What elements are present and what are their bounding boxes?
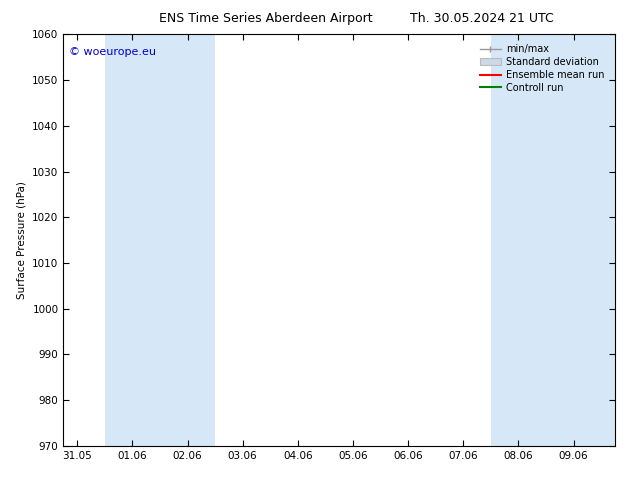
- Bar: [491, 34, 615, 446]
- Text: Th. 30.05.2024 21 UTC: Th. 30.05.2024 21 UTC: [410, 12, 553, 25]
- Text: © woeurope.eu: © woeurope.eu: [69, 47, 156, 57]
- Bar: [105, 34, 215, 446]
- Text: ENS Time Series Aberdeen Airport: ENS Time Series Aberdeen Airport: [160, 12, 373, 25]
- Y-axis label: Surface Pressure (hPa): Surface Pressure (hPa): [16, 181, 27, 299]
- Legend: min/max, Standard deviation, Ensemble mean run, Controll run: min/max, Standard deviation, Ensemble me…: [477, 41, 607, 96]
